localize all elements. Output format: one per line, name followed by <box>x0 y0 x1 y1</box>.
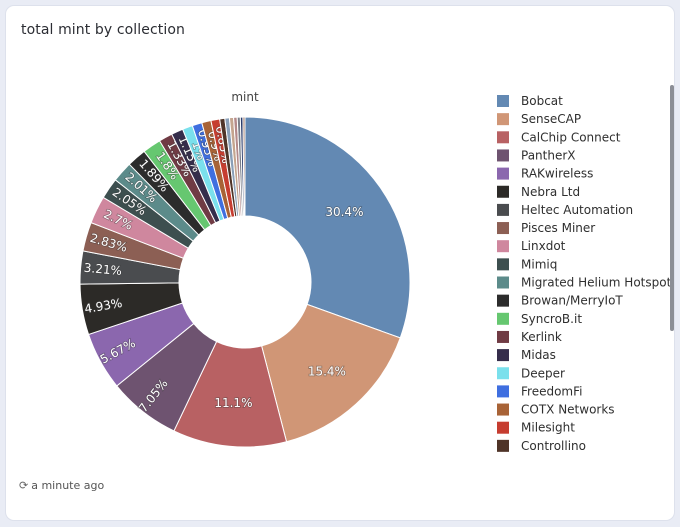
slice-bobcat[interactable] <box>244 116 411 339</box>
legend-item-browan-merryiot[interactable]: Browan/MerryIoT <box>497 294 623 308</box>
legend-swatch <box>497 258 509 271</box>
legend-item-calchip-connect[interactable]: CalChip Connect <box>497 130 621 144</box>
legend-swatch <box>497 240 509 253</box>
legend-label: COTX Networks <box>521 403 615 417</box>
legend-label: Mimiq <box>521 257 557 271</box>
legend-item-migrated-helium-hotspot[interactable]: Migrated Helium Hotspot <box>497 276 672 290</box>
legend-item-milesight[interactable]: Milesight <box>497 421 575 435</box>
legend-swatch <box>497 294 509 307</box>
legend-label: Pisces Miner <box>521 221 595 235</box>
legend-label: Migrated Helium Hotspot <box>521 276 672 290</box>
legend-scrollbar[interactable] <box>670 85 674 331</box>
donut-chart: mint30.4%15.4%11.1%7.05%5.67%4.93%3.21%2… <box>79 90 672 453</box>
legend-swatch <box>497 222 509 235</box>
legend-swatch <box>497 312 509 325</box>
slice-other-25[interactable] <box>242 116 246 217</box>
card-title: total mint by collection <box>21 22 185 38</box>
legend-label: Deeper <box>521 366 565 380</box>
legend-swatch <box>497 421 509 434</box>
legend-item-bobcat[interactable]: Bobcat <box>497 94 563 108</box>
slice-label: 4.93% <box>83 296 123 316</box>
legend-label: Heltec Automation <box>521 203 633 217</box>
legend-swatch <box>497 439 509 452</box>
legend-swatch <box>497 367 509 380</box>
legend-label: Kerlink <box>521 330 562 344</box>
legend-item-pisces-miner[interactable]: Pisces Miner <box>497 221 595 235</box>
legend-label: Browan/MerryIoT <box>521 294 623 308</box>
legend-label: Bobcat <box>521 94 563 108</box>
legend-label: SenseCAP <box>521 112 581 126</box>
legend-swatch <box>497 203 509 216</box>
legend-label: Midas <box>521 348 556 362</box>
chart-card: total mint by collection mint 30.4% 15.4% 1… <box>6 6 674 520</box>
legend-label: Nebra Ltd <box>521 185 580 199</box>
pie-title: mint <box>231 90 259 104</box>
slice-label: 3.21% <box>83 261 122 278</box>
legend-item-linxdot[interactable]: Linxdot <box>497 239 566 253</box>
legend-item-midas[interactable]: Midas <box>497 348 556 362</box>
legend-item-pantherx[interactable]: PantherX <box>497 148 576 162</box>
legend-item-syncrob-it[interactable]: SyncroB.it <box>497 312 582 326</box>
legend-label: Controllino <box>521 439 586 453</box>
legend-label: Linxdot <box>521 239 566 253</box>
slice-label: 30.4% <box>325 205 363 219</box>
legend-label: FreedomFi <box>521 384 582 398</box>
legend-item-rakwireless[interactable]: RAKwireless <box>497 167 593 181</box>
legend-item-sensecap[interactable]: SenseCAP <box>497 112 581 126</box>
legend-item-freedomfi[interactable]: FreedomFi <box>497 384 582 398</box>
legend-label: PantherX <box>521 148 576 162</box>
legend-item-cotx-networks[interactable]: COTX Networks <box>497 403 615 417</box>
refresh-icon[interactable]: ⟳ <box>19 479 29 492</box>
slice-label: 15.4% <box>308 365 346 379</box>
legend-swatch <box>497 385 509 398</box>
legend-swatch <box>497 149 509 162</box>
legend-label: RAKwireless <box>521 167 593 181</box>
legend-swatch <box>497 113 509 126</box>
slice-label: 11.1% <box>214 396 252 410</box>
legend-item-deeper[interactable]: Deeper <box>497 366 565 380</box>
legend-swatch <box>497 330 509 343</box>
legend-swatch <box>497 95 509 107</box>
legend-label: Milesight <box>521 421 575 435</box>
footer: ⟳ a minute ago <box>19 479 104 492</box>
legend-item-kerlink[interactable]: Kerlink <box>497 330 562 344</box>
legend-item-heltec-automation[interactable]: Heltec Automation <box>497 203 633 217</box>
legend-item-mimiq[interactable]: Mimiq <box>497 257 557 271</box>
legend-swatch <box>497 403 509 416</box>
legend-label: CalChip Connect <box>521 130 621 144</box>
legend-swatch <box>497 349 509 362</box>
last-updated: a minute ago <box>31 479 105 492</box>
slice-sensecap[interactable] <box>260 303 401 443</box>
legend-item-controllino[interactable]: Controllino <box>497 439 586 453</box>
legend-swatch <box>497 185 509 198</box>
legend-swatch <box>497 167 509 180</box>
legend-swatch <box>497 276 509 289</box>
legend-item-nebra-ltd[interactable]: Nebra Ltd <box>497 185 580 199</box>
legend-label: SyncroB.it <box>521 312 582 326</box>
legend-swatch <box>497 131 509 144</box>
